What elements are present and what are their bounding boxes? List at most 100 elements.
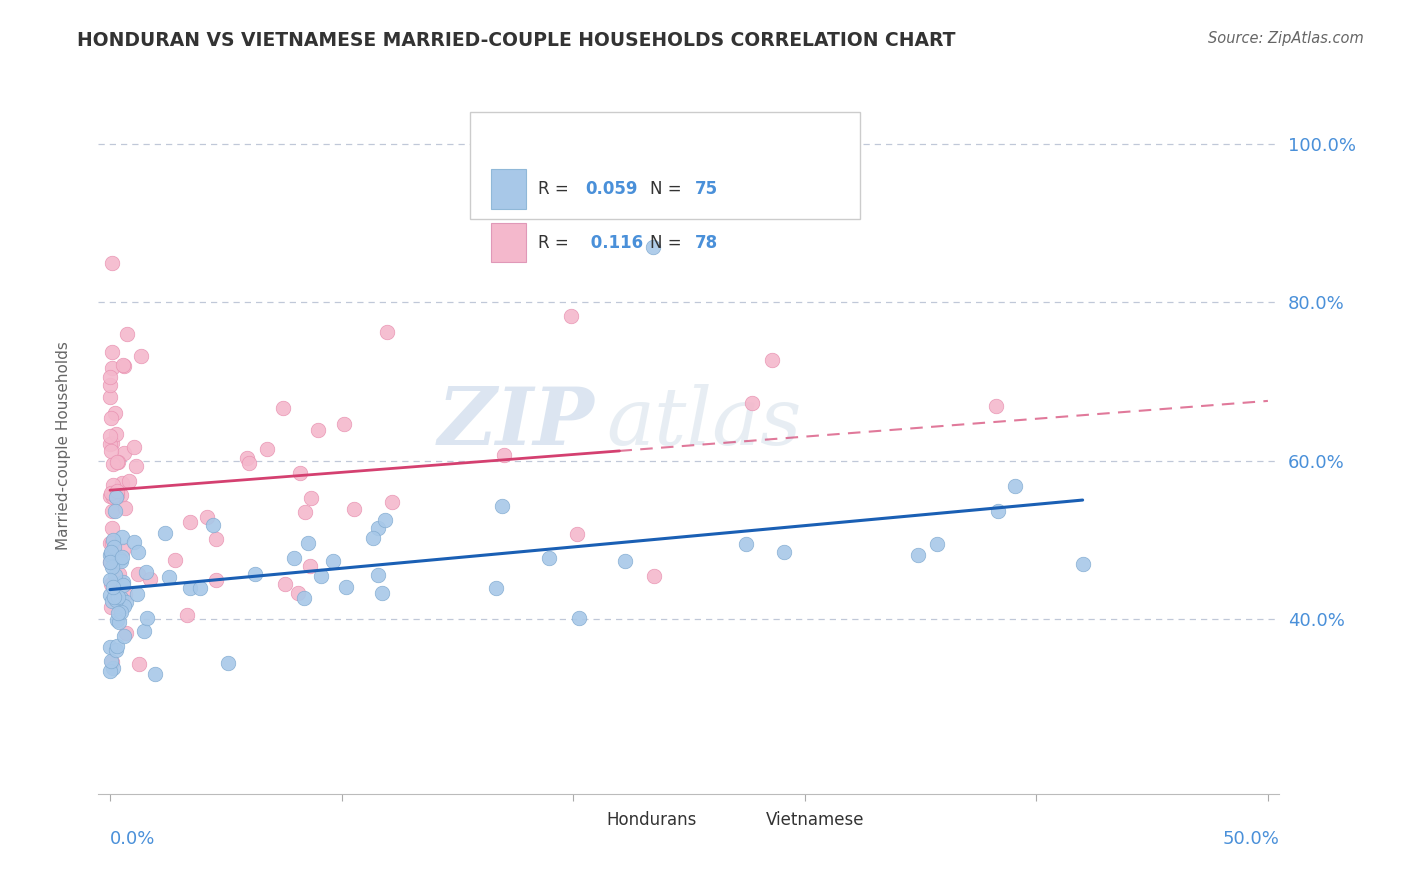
Point xyxy=(112,359,135,373)
Point xyxy=(114,587,136,601)
Point xyxy=(127,567,149,582)
FancyBboxPatch shape xyxy=(491,169,526,209)
Point xyxy=(101,478,124,492)
Point xyxy=(132,624,155,638)
Point xyxy=(100,410,122,425)
Point xyxy=(157,570,180,584)
Point xyxy=(986,399,1008,413)
Point xyxy=(112,445,135,459)
Text: 50.0%: 50.0% xyxy=(1223,830,1279,847)
Point xyxy=(104,504,127,518)
Point xyxy=(101,559,124,574)
Text: 78: 78 xyxy=(695,234,718,252)
Point xyxy=(98,378,121,392)
Text: HONDURAN VS VIETNAMESE MARRIED-COUPLE HOUSEHOLDS CORRELATION CHART: HONDURAN VS VIETNAMESE MARRIED-COUPLE HO… xyxy=(77,31,956,50)
Point xyxy=(100,545,122,559)
Point xyxy=(139,572,162,586)
Point xyxy=(100,640,122,655)
Point xyxy=(125,587,148,601)
Point xyxy=(112,599,135,614)
Point xyxy=(129,350,152,364)
Point xyxy=(287,586,309,600)
Point xyxy=(100,594,122,608)
Point xyxy=(205,533,228,547)
Text: Hondurans: Hondurans xyxy=(606,811,696,829)
Point xyxy=(105,484,128,499)
Point xyxy=(105,593,128,607)
Point xyxy=(101,436,124,450)
Point xyxy=(374,513,396,527)
Point xyxy=(135,566,157,580)
Text: ZIP: ZIP xyxy=(437,384,595,461)
Point xyxy=(288,466,311,480)
Point xyxy=(322,554,344,568)
Point xyxy=(283,551,305,566)
Point xyxy=(273,401,295,416)
Point xyxy=(367,568,389,582)
Point xyxy=(115,326,138,341)
Point xyxy=(333,417,356,431)
Point xyxy=(98,555,121,569)
Point xyxy=(103,540,125,554)
Point xyxy=(1004,479,1026,493)
Point xyxy=(176,608,198,623)
Point xyxy=(98,369,121,384)
Point xyxy=(111,550,134,565)
Point xyxy=(195,509,218,524)
Point xyxy=(100,599,122,614)
Point xyxy=(103,591,125,605)
Text: atlas: atlas xyxy=(606,384,801,461)
Point xyxy=(641,240,664,254)
Point xyxy=(98,428,121,442)
Point xyxy=(243,567,266,582)
Point xyxy=(292,591,315,605)
Point xyxy=(297,536,319,550)
Text: 0.116: 0.116 xyxy=(585,234,643,252)
Point xyxy=(108,615,131,630)
Point xyxy=(98,437,121,451)
Point xyxy=(179,581,201,595)
Point xyxy=(100,556,122,570)
Point xyxy=(112,629,135,643)
Point xyxy=(907,549,929,563)
Point xyxy=(381,495,404,509)
Point xyxy=(256,442,278,457)
Point xyxy=(107,606,129,620)
Point xyxy=(560,309,582,323)
Point xyxy=(98,573,121,587)
Text: 0.0%: 0.0% xyxy=(110,830,156,847)
Text: 0.059: 0.059 xyxy=(585,180,637,198)
Point xyxy=(100,547,122,561)
FancyBboxPatch shape xyxy=(471,112,860,219)
Point xyxy=(118,474,141,488)
Point xyxy=(367,521,389,535)
Point xyxy=(107,455,129,469)
Point xyxy=(1071,557,1094,571)
Point xyxy=(112,578,135,592)
Point xyxy=(107,566,129,581)
Point xyxy=(104,406,127,420)
Point xyxy=(128,657,150,671)
Point xyxy=(100,444,122,458)
Point xyxy=(114,595,136,609)
Text: R =: R = xyxy=(537,234,574,252)
Point xyxy=(114,501,136,516)
Point xyxy=(100,536,122,550)
Point xyxy=(165,553,187,567)
Point xyxy=(614,554,637,568)
Point xyxy=(155,526,177,541)
Point xyxy=(371,585,394,599)
Point xyxy=(485,581,508,595)
Point xyxy=(299,491,322,505)
Point xyxy=(343,501,366,516)
Point xyxy=(188,581,211,595)
Point xyxy=(101,580,124,594)
Point xyxy=(110,605,132,619)
Point xyxy=(98,391,121,405)
Point xyxy=(492,448,515,462)
Point xyxy=(101,661,124,675)
Point xyxy=(307,423,329,437)
Point xyxy=(98,588,121,602)
Point xyxy=(110,488,132,502)
Point xyxy=(110,591,132,606)
